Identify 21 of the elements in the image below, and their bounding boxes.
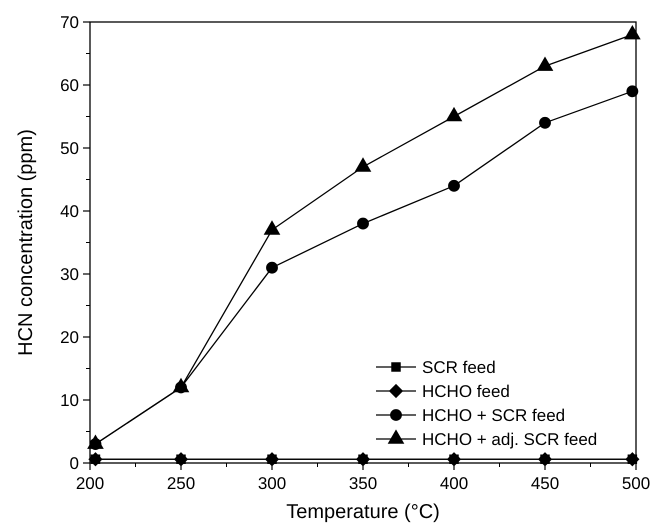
- x-tick-label: 350: [348, 474, 378, 493]
- y-tick-label: 10: [60, 391, 79, 410]
- y-axis-title: HCN concentration (ppm): [15, 129, 37, 356]
- y-tick-label: 60: [60, 76, 79, 95]
- x-tick-label: 200: [76, 474, 104, 493]
- x-tick-label: 500: [622, 474, 650, 493]
- legend-label: SCR feed: [422, 358, 496, 377]
- legend-label: HCHO + adj. SCR feed: [422, 430, 598, 449]
- x-tick-label: 400: [440, 474, 468, 493]
- legend-label: HCHO + SCR feed: [422, 406, 566, 425]
- y-tick-label: 20: [60, 328, 79, 347]
- y-tick-label: 30: [60, 265, 79, 284]
- y-tick-label: 70: [60, 13, 79, 32]
- x-tick-label: 300: [258, 474, 286, 493]
- x-tick-label: 450: [530, 474, 560, 493]
- x-tick-label: 250: [166, 474, 196, 493]
- y-tick-label: 40: [60, 202, 79, 221]
- y-tick-label: 0: [70, 454, 79, 473]
- y-tick-label: 50: [60, 139, 79, 158]
- x-axis-title: Temperature (°C): [286, 501, 440, 523]
- legend-label: HCHO feed: [422, 382, 510, 401]
